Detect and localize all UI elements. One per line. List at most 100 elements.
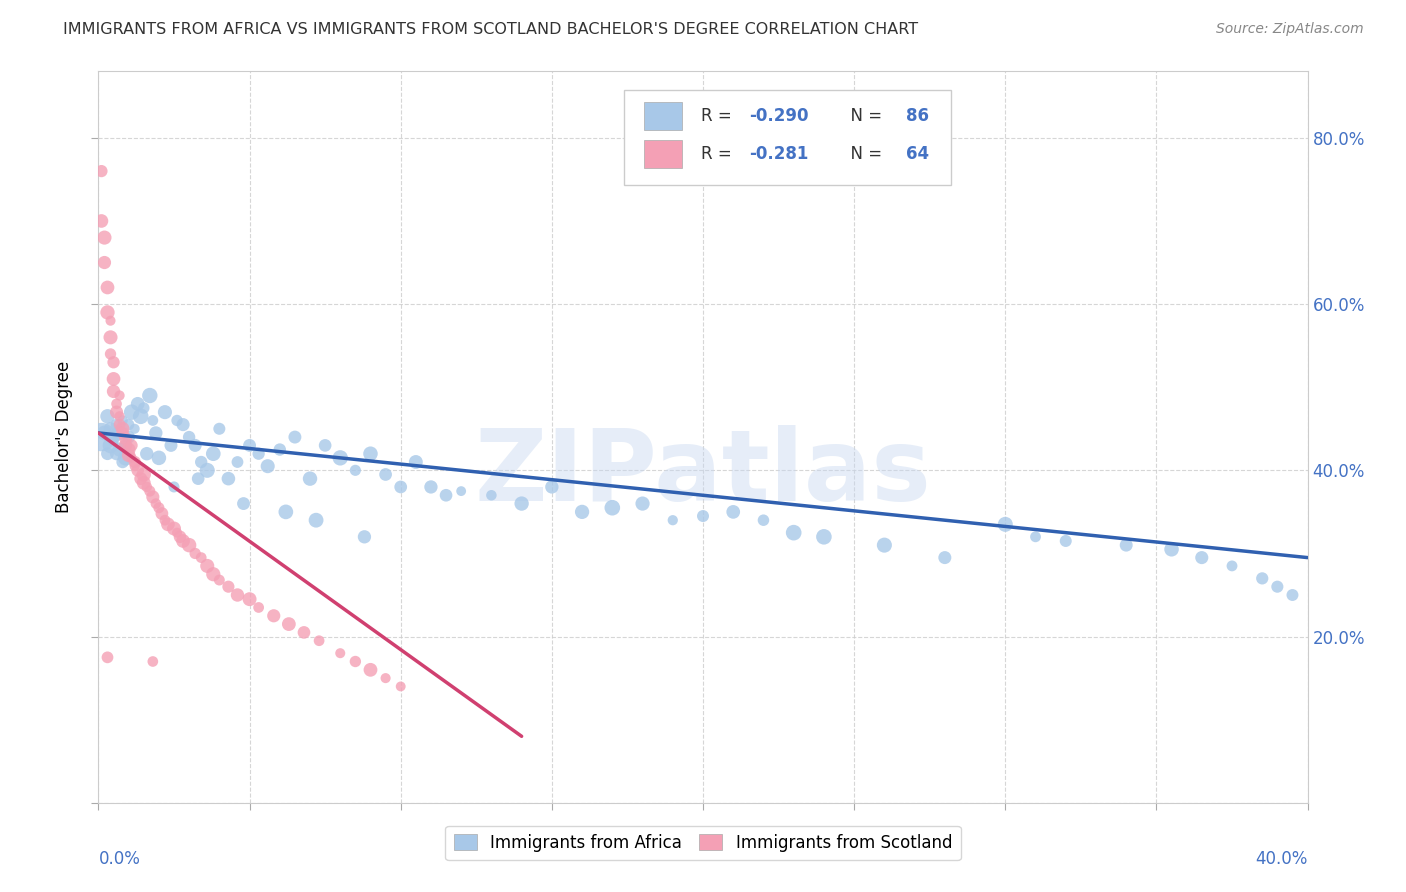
Point (1191, 550, 1213, 565)
Point (389, 480, 412, 494)
Point (1281, 588, 1303, 602)
Point (172, 533, 194, 548)
Point (277, 617, 299, 632)
Point (132, 475, 155, 490)
Point (100, 438, 122, 452)
Point (434, 488, 457, 502)
Point (783, 525, 806, 540)
Point (150, 507, 173, 521)
Point (571, 505, 593, 519)
Point (540, 480, 562, 494)
Point (269, 442, 291, 457)
Point (118, 417, 141, 432)
Point (108, 409, 131, 424)
Point (135, 447, 157, 461)
Point (118, 448, 141, 462)
Bar (644, 102, 682, 130)
Point (139, 388, 162, 402)
Text: Source: ZipAtlas.com: Source: ZipAtlas.com (1216, 22, 1364, 37)
Point (142, 413, 165, 427)
Point (105, 405, 128, 419)
Point (329, 646, 352, 660)
Point (145, 425, 167, 440)
Point (142, 655, 165, 669)
Point (247, 600, 270, 615)
Point (195, 558, 218, 573)
Point (1160, 542, 1182, 557)
Point (153, 405, 176, 419)
Point (450, 484, 472, 499)
Point (163, 480, 186, 494)
Point (93, 255, 115, 269)
Point (813, 530, 835, 544)
Point (239, 438, 262, 452)
Point (166, 413, 188, 427)
Point (195, 463, 218, 477)
Point (135, 480, 157, 494)
Point (420, 480, 443, 494)
Point (344, 655, 367, 669)
Point (132, 401, 155, 415)
Point (100, 422, 122, 436)
Point (873, 538, 896, 552)
Point (481, 488, 503, 502)
Point (96, 305, 118, 319)
Point (111, 425, 134, 440)
Point (239, 592, 262, 607)
Text: R =: R = (700, 145, 742, 163)
Point (217, 472, 239, 486)
Point (179, 430, 201, 444)
Point (405, 455, 427, 469)
Point (108, 388, 131, 402)
Point (360, 447, 382, 461)
Point (108, 425, 131, 440)
Point (156, 517, 179, 532)
Point (127, 397, 149, 411)
Point (202, 567, 225, 582)
Point (121, 438, 143, 452)
Point (129, 472, 152, 486)
Point (226, 588, 249, 602)
Legend: Immigrants from Africa, Immigrants from Scotland: Immigrants from Africa, Immigrants from … (446, 826, 960, 860)
Point (103, 355, 125, 369)
Point (103, 384, 125, 399)
Text: N =: N = (839, 145, 887, 163)
Point (121, 450, 143, 465)
Point (148, 500, 170, 515)
Point (284, 430, 307, 444)
Point (602, 500, 624, 515)
Point (111, 422, 134, 436)
Text: N =: N = (839, 107, 887, 125)
Point (179, 538, 201, 552)
Point (100, 330, 122, 344)
Point (114, 450, 136, 465)
Point (90, 430, 112, 444)
Point (145, 497, 167, 511)
Point (114, 438, 136, 452)
Point (329, 450, 352, 465)
Point (202, 447, 225, 461)
Point (184, 438, 207, 452)
Point (103, 434, 125, 449)
Y-axis label: Bachelor's Degree: Bachelor's Degree (55, 361, 73, 513)
Point (139, 484, 162, 499)
Point (96, 409, 118, 424)
Point (163, 521, 186, 535)
Point (93, 425, 115, 440)
Point (100, 347, 122, 361)
Point (93, 230, 115, 244)
Point (124, 455, 146, 469)
Point (374, 671, 396, 685)
Point (247, 447, 270, 461)
Point (169, 530, 191, 544)
Point (90, 164, 112, 178)
Point (631, 497, 654, 511)
Point (187, 472, 209, 486)
FancyBboxPatch shape (624, 90, 950, 185)
Text: ZIPatlas: ZIPatlas (475, 425, 931, 522)
Text: 40.0%: 40.0% (1256, 850, 1308, 868)
Point (105, 397, 128, 411)
Point (160, 438, 183, 452)
Point (124, 422, 146, 436)
Point (208, 422, 231, 436)
